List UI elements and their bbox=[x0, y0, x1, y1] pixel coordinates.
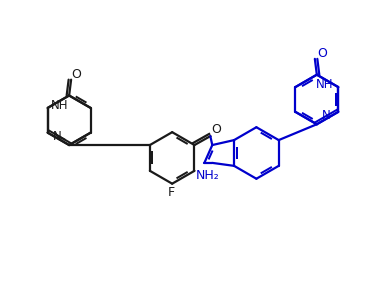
Text: NH: NH bbox=[51, 99, 68, 112]
Text: NH₂: NH₂ bbox=[196, 169, 219, 182]
Text: N: N bbox=[322, 109, 331, 122]
Text: O: O bbox=[317, 47, 327, 61]
Text: NH: NH bbox=[316, 78, 333, 91]
Text: F: F bbox=[168, 186, 175, 199]
Text: N: N bbox=[53, 130, 62, 143]
Text: O: O bbox=[71, 68, 81, 81]
Text: O: O bbox=[211, 123, 221, 136]
